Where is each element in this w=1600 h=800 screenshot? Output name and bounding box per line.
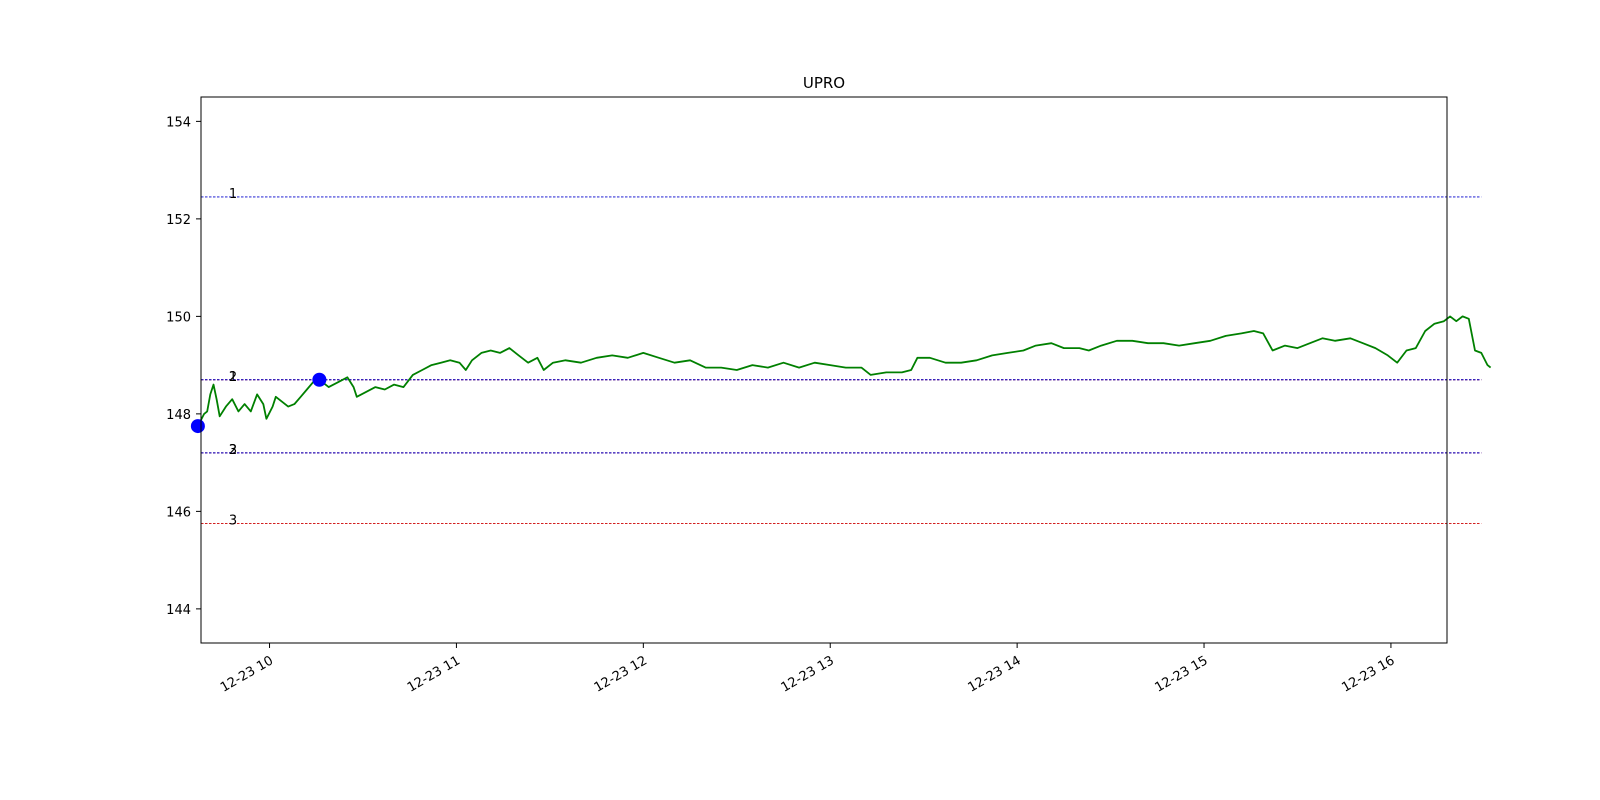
chart-title: UPRO [803, 74, 845, 92]
plot-frame [200, 96, 1448, 644]
x-tick-label: 12-23 15 [1152, 653, 1210, 695]
x-tick-label: 12-23 10 [218, 653, 276, 695]
level-label: 3 [229, 443, 237, 458]
level-label: 2 [229, 443, 237, 458]
x-tick-label: 12-23 13 [779, 653, 837, 695]
y-axis: 144 146 148 150 152 154 [166, 115, 201, 618]
signal-markers [190, 372, 327, 434]
level-label: 1 [229, 187, 237, 202]
y-tick-label: 154 [166, 115, 191, 130]
x-tick-label: 12-23 14 [966, 653, 1024, 695]
x-axis: 12-23 10 12-23 11 12-23 12 12-23 13 12-23 14… [218, 643, 1397, 696]
level-label: 3 [229, 514, 237, 529]
y-tick-label: 146 [166, 505, 191, 520]
x-tick-label: 12-23 16 [1339, 653, 1397, 695]
x-tick-label: 12-23 12 [592, 653, 650, 695]
price-line [197, 315, 1492, 427]
x-tick-label: 12-23 11 [405, 653, 463, 695]
y-tick-label: 150 [166, 310, 191, 325]
signal-marker [190, 419, 205, 434]
y-tick-label: 152 [166, 213, 191, 228]
level-label: 1 [229, 370, 237, 385]
level-label: 2 [229, 370, 237, 385]
price-series [197, 315, 1492, 427]
y-tick-label: 144 [166, 603, 191, 618]
signal-marker [312, 372, 327, 387]
y-tick-label: 148 [166, 408, 191, 423]
